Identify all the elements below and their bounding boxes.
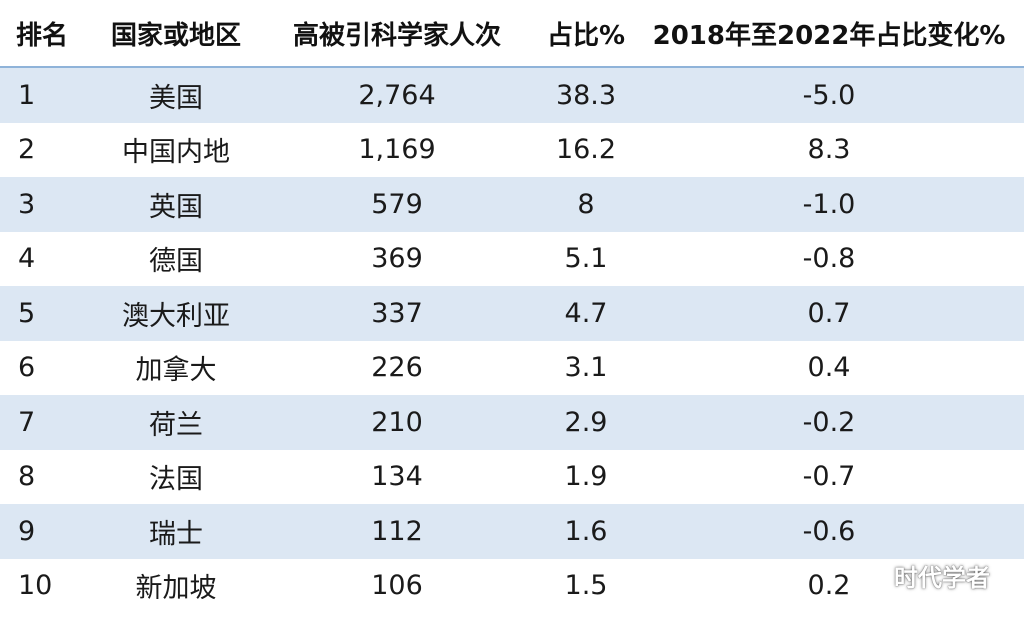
cell-percent: 3.1 [564,352,608,384]
cell-country: 新加坡 [135,573,217,605]
cell-rank: 1 [18,79,36,111]
cell-percent: 1.5 [564,570,608,602]
header-rank: 排名 [16,20,69,51]
table-row: 8 法国 134 1.9 -0.7 [0,450,1024,505]
cell-count: 579 [371,188,423,220]
cell-country: 加拿大 [135,355,217,387]
cell-percent: 1.9 [564,461,608,493]
cell-country: 法国 [149,464,203,496]
cell-rank: 5 [18,297,36,329]
header-country: 国家或地区 [110,20,241,51]
cell-change: 8.3 [807,134,851,166]
header-change: 2018年至2022年占比变化% [652,20,1006,51]
cell-change: 0.4 [807,352,851,384]
cell-change: 0.7 [807,297,851,329]
table-row: 5 澳大利亚 337 4.7 0.7 [0,286,1024,341]
cell-percent: 5.1 [564,243,608,275]
cell-count: 369 [371,243,423,275]
cell-country: 德国 [149,246,203,278]
table-row: 3 英国 579 8 -1.0 [0,177,1024,232]
cell-percent: 8 [577,188,595,220]
cell-change: -0.8 [802,243,856,275]
cell-country: 英国 [149,191,203,223]
table-row: 10 新加坡 106 1.5 0.2 [0,559,1024,614]
cell-count: 134 [371,461,423,493]
cell-rank: 10 [18,570,53,602]
cell-count: 1,169 [358,134,436,166]
cell-country: 美国 [149,82,203,114]
cell-rank: 8 [18,461,36,493]
table-row: 2 中国内地 1,169 16.2 8.3 [0,123,1024,178]
cell-percent: 2.9 [564,406,608,438]
cell-rank: 3 [18,188,36,220]
cell-change: -0.6 [802,515,856,547]
cell-change: 0.2 [807,570,851,602]
table-row: 7 荷兰 210 2.9 -0.2 [0,395,1024,450]
cell-change: -1.0 [802,188,856,220]
cell-count: 2,764 [358,79,436,111]
cell-rank: 6 [18,352,36,384]
watermark-text: 时代学者 [894,564,990,592]
cell-change: -0.2 [802,406,856,438]
cell-count: 106 [371,570,423,602]
cell-country: 荷兰 [149,409,203,441]
table-row: 9 瑞士 112 1.6 -0.6 [0,504,1024,559]
cell-rank: 7 [18,406,36,438]
cell-country: 瑞士 [149,518,203,550]
cell-change: -5.0 [802,79,856,111]
table-row: 6 加拿大 226 3.1 0.4 [0,341,1024,396]
cell-count: 337 [371,297,423,329]
table-row: 4 德国 369 5.1 -0.8 [0,232,1024,287]
cell-percent: 16.2 [555,134,617,166]
cell-rank: 4 [18,243,36,275]
cell-count: 112 [371,515,423,547]
cell-percent: 38.3 [555,79,617,111]
cell-country: 澳大利亚 [122,300,230,332]
cell-percent: 4.7 [564,297,608,329]
cell-country: 中国内地 [122,137,230,169]
header-percent: 占比% [546,20,626,51]
cell-rank: 9 [18,515,36,547]
cell-change: -0.7 [802,461,856,493]
table-header-row: 排名 国家或地区 高被引科学家人次 占比% 2018年至2022年占比变化% [0,0,1024,68]
wechat-icon [854,561,888,591]
cell-percent: 1.6 [564,515,608,547]
watermark: 时代学者 [854,558,990,593]
cell-count: 210 [371,406,423,438]
cell-rank: 2 [18,134,36,166]
header-count: 高被引科学家人次 [292,20,501,51]
table-row: 1 美国 2,764 38.3 -5.0 [0,68,1024,123]
cell-count: 226 [371,352,423,384]
